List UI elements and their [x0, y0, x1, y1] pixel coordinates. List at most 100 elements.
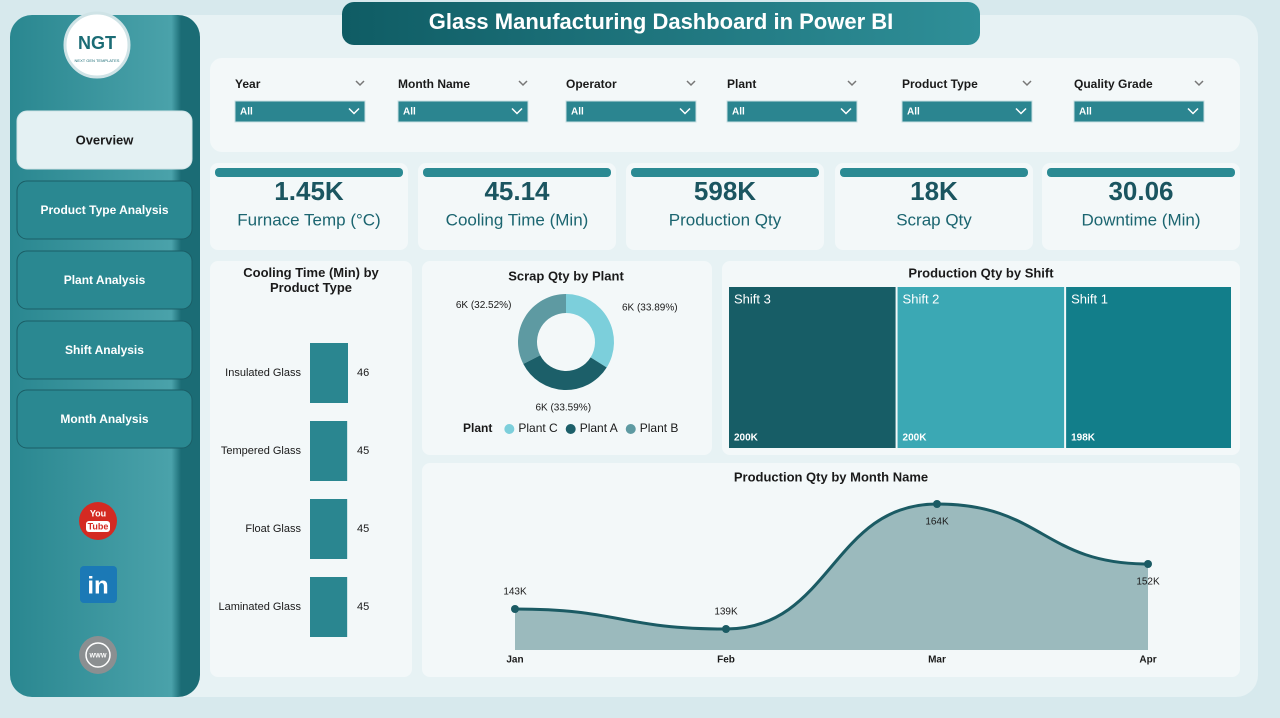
chevron — [355, 80, 365, 87]
nav-button[interactable] — [16, 180, 193, 240]
filter-label: Plant — [727, 77, 756, 91]
donut-slice — [518, 294, 566, 364]
filter-label: Operator — [566, 77, 617, 91]
filter-dropdown[interactable] — [565, 100, 697, 123]
title-box: Cooling Time (Min) by Product Type — [243, 265, 379, 295]
nav-button[interactable] — [16, 389, 193, 449]
kpi-card — [835, 163, 1033, 250]
data-label: 6K (33.89%) — [622, 303, 678, 314]
donut-slice — [566, 294, 614, 368]
category-label: Laminated Glass — [218, 601, 301, 613]
category-label: Insulated Glass — [225, 367, 301, 379]
data-label: 164K — [925, 517, 949, 528]
chart-title: Scrap Qty by Plant — [508, 268, 624, 283]
bar — [310, 577, 348, 637]
chevron — [1194, 80, 1204, 87]
kpi-card — [210, 163, 408, 250]
filter-value: All — [1079, 107, 1092, 118]
filter-dropdown[interactable] — [901, 100, 1033, 123]
value-label: 45 — [357, 445, 369, 457]
filter-value: All — [571, 107, 584, 118]
filter-value: All — [907, 107, 920, 118]
linkedin-text: in — [87, 572, 108, 599]
chevron — [840, 107, 852, 115]
filter-label: Product Type — [902, 77, 978, 91]
kpi-label: Production Qty — [669, 210, 782, 229]
linkedin-icon[interactable] — [80, 566, 117, 603]
chevron — [686, 80, 696, 87]
chart-title: Cooling Time (Min) by Product Type — [243, 265, 379, 295]
logo-mark: NGT — [78, 33, 116, 53]
legend-label: Plant A — [580, 421, 618, 435]
x-tick-label: Jan — [506, 655, 523, 666]
data-label: 139K — [714, 607, 738, 618]
nav-button[interactable] — [16, 320, 193, 380]
kpi-strip — [1047, 168, 1235, 177]
kpi-strip — [631, 168, 819, 177]
web-icon[interactable] — [79, 636, 117, 674]
chevron — [1022, 80, 1032, 87]
point — [511, 605, 519, 613]
chevron — [518, 80, 528, 87]
value-label: 46 — [357, 367, 369, 379]
x-tick-label: Feb — [717, 655, 735, 666]
youtube-text: Tube — [88, 521, 109, 531]
bar — [310, 499, 348, 559]
x-tick-label: Mar — [928, 655, 946, 666]
youtube-tube-box — [86, 521, 110, 532]
chevron — [679, 107, 691, 115]
legend-marker — [625, 424, 636, 434]
panel — [422, 261, 712, 455]
filter-dropdown[interactable] — [234, 100, 366, 123]
data-label: 6K (32.52%) — [456, 300, 512, 311]
chart-title: Production Qty by Month Name — [734, 469, 928, 484]
treemap-cell — [1066, 287, 1231, 448]
legend-label: Plant B — [640, 421, 679, 435]
legend-marker — [504, 424, 515, 434]
kpi-label: Downtime (Min) — [1081, 210, 1200, 229]
value-label: 45 — [357, 523, 369, 535]
nav-label: Plant Analysis — [64, 273, 146, 287]
kpi-strip — [840, 168, 1028, 177]
nav-button[interactable] — [16, 250, 193, 310]
kpi-label: Cooling Time (Min) — [446, 210, 589, 229]
logo-tagline: NEXT GEN TEMPLATES — [75, 58, 120, 63]
filter-label: Year — [235, 77, 261, 91]
page-title: Glass Manufacturing Dashboard in Power B… — [429, 9, 894, 34]
data-label: 143K — [503, 587, 527, 598]
kpi-value: 45.14 — [484, 176, 550, 206]
kpi-card — [418, 163, 616, 250]
legend-marker — [565, 424, 576, 434]
point — [1144, 560, 1152, 568]
web-text: WWW — [90, 654, 107, 660]
globe — [85, 642, 111, 668]
line — [514, 502, 1149, 631]
cell-label: Shift 1 — [1071, 291, 1108, 306]
kpi-value: 598K — [694, 176, 756, 206]
category-label: Float Glass — [245, 523, 301, 535]
cell-value: 200K — [903, 433, 928, 444]
filter-dropdown[interactable] — [1073, 100, 1205, 123]
filter-dropdown[interactable] — [397, 100, 529, 123]
point — [722, 625, 730, 633]
chart-title: Production Qty by Shift — [908, 265, 1054, 280]
area — [515, 504, 1148, 650]
x-tick-label: Apr — [1139, 655, 1156, 666]
category-label: Tempered Glass — [221, 445, 302, 457]
kpi-value: 1.45K — [274, 176, 344, 206]
filter-dropdown[interactable] — [726, 100, 858, 123]
bar — [310, 421, 348, 481]
kpi-strip — [423, 168, 611, 177]
filter-panel — [210, 58, 1240, 152]
bar — [310, 343, 348, 403]
filter-value: All — [732, 107, 745, 118]
nav-button[interactable] — [16, 110, 193, 170]
cell-label: Shift 2 — [903, 291, 940, 306]
legend-title: Plant — [463, 421, 492, 435]
logo — [63, 11, 131, 79]
header-tab — [342, 2, 980, 45]
value-label: 45 — [357, 601, 369, 613]
legend-label: Plant C — [518, 421, 558, 435]
